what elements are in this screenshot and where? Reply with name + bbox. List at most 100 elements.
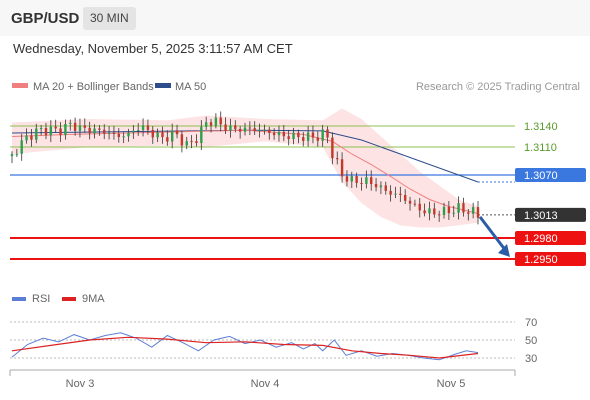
candle-body — [15, 153, 19, 155]
candle-body — [345, 176, 349, 182]
candle-body — [311, 132, 315, 138]
candle-body — [423, 210, 426, 214]
candle-body — [316, 137, 320, 141]
copyright-text: Research © 2025 Trading Central — [416, 81, 580, 93]
bollinger-legend-label: MA 20 + Bollinger Bands — [33, 81, 154, 93]
candle-body — [355, 176, 358, 183]
candle-body — [370, 177, 373, 184]
candle-body — [132, 130, 135, 133]
candle-body — [408, 200, 412, 204]
candle-body — [379, 185, 383, 188]
candle-body — [39, 128, 43, 130]
candle-body — [437, 214, 441, 216]
candle-body — [292, 132, 295, 140]
candle-body — [20, 140, 23, 154]
candle-body — [180, 134, 184, 146]
symbol-title: GBP/USD — [11, 10, 80, 27]
candle-body — [321, 129, 324, 141]
candle-body — [277, 131, 281, 136]
candle-body — [49, 126, 53, 136]
ma50-legend-swatch — [155, 83, 171, 88]
candle-body — [185, 141, 188, 146]
candle-body — [25, 135, 28, 141]
header-bar: GBP/USD 30 MIN — [0, 0, 590, 36]
rsi-legend-swatch — [12, 297, 26, 301]
candle-body — [30, 135, 33, 140]
pivot-level-tag — [515, 168, 586, 182]
candle-body — [166, 137, 169, 142]
ma50-legend-label: MA 50 — [175, 81, 206, 93]
candle-body — [234, 125, 237, 129]
candle-body — [243, 127, 247, 132]
candle-body — [258, 130, 261, 132]
time-axis: Nov 3 Nov 4 Nov 5 — [9, 369, 516, 390]
candle-body — [112, 132, 116, 134]
candle-body — [78, 125, 82, 131]
candle-body — [340, 159, 344, 177]
candle-body — [331, 137, 334, 159]
candle-body — [44, 128, 48, 136]
candle-body — [93, 128, 96, 134]
forecast-arrow-shaft — [478, 215, 508, 252]
candle-body — [98, 128, 101, 130]
candle-body — [35, 128, 38, 140]
time-tick-label: Nov 4 — [251, 378, 280, 390]
candle-body — [272, 133, 276, 136]
candle-body — [200, 126, 203, 144]
candle-body — [59, 128, 62, 136]
candle-body — [137, 129, 140, 131]
last-price-tag — [515, 207, 586, 222]
candle-body — [107, 132, 111, 134]
candle-body — [389, 190, 392, 195]
candle-body — [190, 141, 193, 143]
candle-body — [326, 129, 329, 138]
candle-body — [238, 128, 242, 132]
candle-body — [282, 131, 286, 137]
candle-body — [467, 212, 470, 214]
candle-body — [195, 141, 198, 144]
candle-body — [302, 137, 305, 141]
support-level-tag — [515, 252, 586, 266]
interval-badge[interactable]: 30 MIN — [83, 7, 136, 30]
candle-body — [10, 154, 14, 157]
candle-body — [374, 183, 378, 188]
rsi-tick-label: 50 — [525, 335, 537, 347]
candle-body — [69, 122, 72, 124]
candle-body — [209, 122, 213, 126]
candle-body — [141, 125, 145, 130]
candle-body — [263, 129, 266, 131]
candle-body — [175, 130, 179, 135]
candle-body — [103, 129, 106, 134]
pivot-level-label: 1.3070 — [524, 170, 558, 182]
candle-body — [224, 124, 227, 131]
candle-body — [219, 117, 222, 125]
rsi-legend: RSI 9MA — [12, 293, 105, 305]
rsi-ma-line — [11, 336, 479, 359]
forecast-arrow-head — [498, 244, 510, 257]
candle-body — [418, 203, 421, 211]
candle-body — [462, 203, 465, 213]
candle-body — [214, 117, 218, 126]
candle-body — [253, 128, 256, 131]
candle-body — [287, 136, 290, 140]
candle-body — [170, 130, 174, 142]
candle-body — [336, 158, 339, 160]
support-level-tag — [515, 231, 586, 245]
support-level-label: 1.2950 — [524, 254, 558, 266]
candle-body — [399, 193, 402, 195]
resistance-level-label: 1.3110 — [524, 142, 557, 154]
rsi-ma-legend-label: 9MA — [82, 293, 105, 305]
candle-body — [350, 176, 353, 182]
candle-body — [452, 212, 455, 214]
candle-body — [161, 132, 164, 138]
candle-body — [394, 193, 397, 195]
candle-body — [433, 208, 436, 215]
candle-body — [83, 125, 87, 128]
last-price-label: 1.3013 — [524, 210, 558, 222]
candle-body — [117, 133, 120, 138]
rsi-ma-legend-swatch — [62, 297, 76, 301]
candle-body — [229, 125, 232, 131]
bollinger-legend-swatch — [12, 83, 28, 88]
rsi-legend-label: RSI — [32, 293, 50, 305]
